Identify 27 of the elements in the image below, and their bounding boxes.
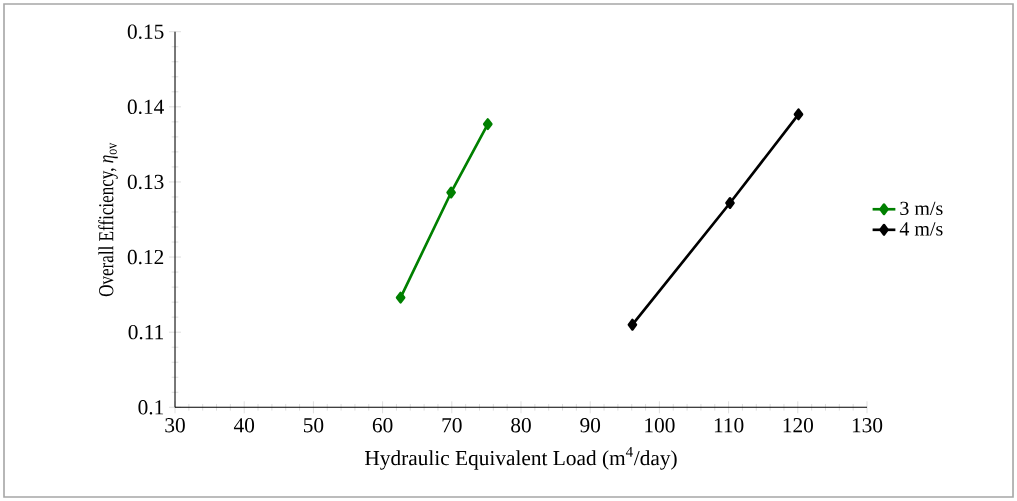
legend-label: 4 m/s [899,222,943,236]
x-tick-label: 120 [783,418,813,433]
point [482,118,493,131]
legend-label: 3 m/s [900,201,943,216]
point [725,196,735,209]
y-tick-label: 0.13 [127,174,164,190]
y-tick-label: 0.15 [127,24,164,39]
x-axis-title: Hydraulic Equivalent Load (m$^{4}$/day) [365,446,677,470]
x-tick-label: 90 [580,418,601,433]
point [446,186,456,199]
x-tick-label: 40 [233,418,255,433]
x-tick-label: 100 [645,418,675,433]
x-tick-label: 110 [714,418,744,433]
x-tick-label: 60 [372,418,393,433]
x-tick-label: 70 [442,418,462,433]
x-tick-label: 50 [303,418,324,433]
y-tick-label: 0.12 [127,249,164,265]
x-tick-label: 30 [165,418,185,433]
y-tick-label: 0.11 [128,324,164,340]
y-axis-title: Overall Efficiency, η$_{ov}$ [98,142,118,297]
y-tick-label: 0.1 [138,400,164,415]
point [627,318,638,331]
x-tick-label: 130 [852,418,883,433]
point [793,108,804,121]
point [395,291,406,304]
x-tick-label: 80 [511,418,531,433]
y-tick-label: 0.14 [127,99,164,115]
